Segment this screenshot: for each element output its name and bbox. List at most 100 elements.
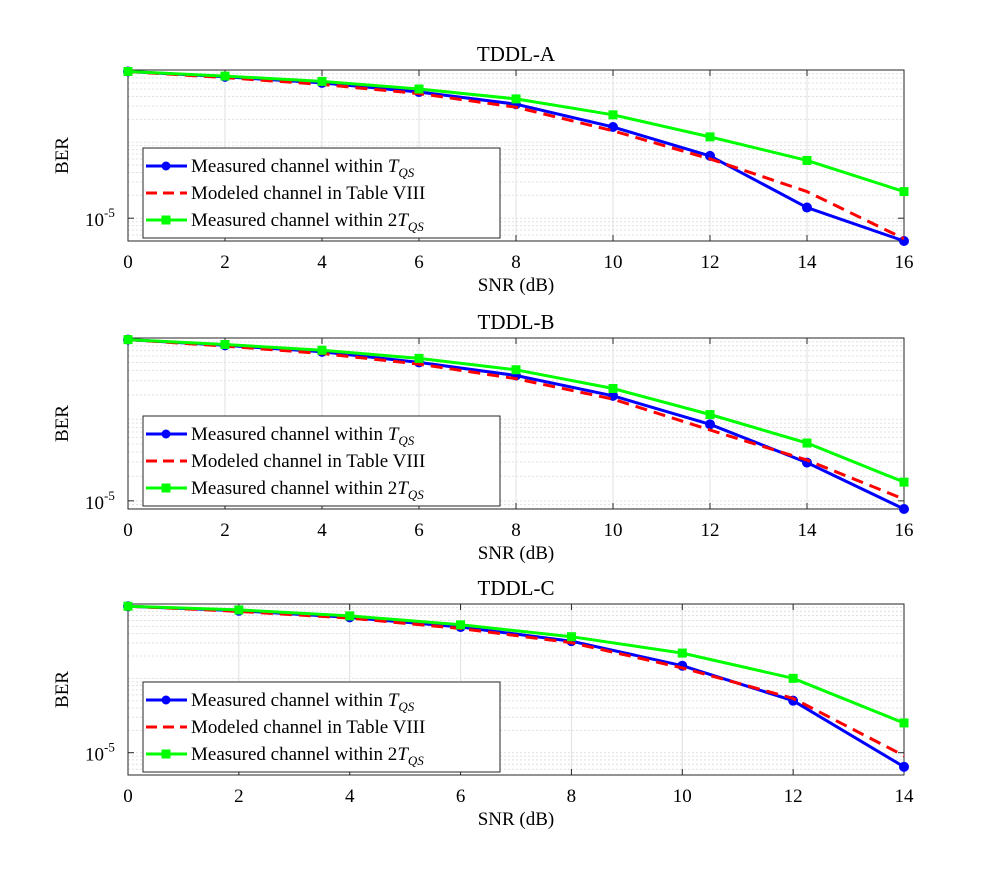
axes-box — [127, 603, 905, 776]
legend-label-text: Measured channel within — [191, 156, 388, 177]
legend-label-text: Measured channel within — [191, 424, 388, 445]
x-axis-label: SNR (dB) — [478, 275, 555, 296]
y-tick-label: 10 — [85, 210, 104, 231]
y-tick-exponent: -5 — [104, 488, 115, 503]
series-point-circle — [899, 761, 909, 772]
legend-label-symbol: T — [388, 424, 400, 445]
series-point-square — [317, 345, 327, 355]
series-point-square — [345, 611, 355, 621]
series-point-square — [788, 673, 798, 683]
x-tick-label: 14 — [895, 786, 915, 807]
legend-label-1: Modeled channel in Table VIII — [191, 717, 425, 738]
legend-label-2: Measured channel within 2TQS — [191, 210, 424, 234]
x-tick-label: 16 — [895, 252, 914, 273]
series-point-square — [511, 365, 521, 375]
series-line-1 — [127, 604, 905, 758]
legend-marker-circle — [161, 161, 171, 171]
x-tick-label: 12 — [701, 252, 720, 273]
series-point-square — [220, 71, 230, 81]
series-point-square — [802, 438, 812, 448]
series-point-square — [511, 94, 521, 104]
series-point-circle — [705, 419, 715, 430]
x-tick-label: 6 — [456, 786, 466, 807]
series-point-square — [802, 155, 812, 165]
series-point-square — [899, 477, 909, 487]
x-tick-label: 6 — [414, 252, 424, 273]
chart-title: TDDL-A — [477, 42, 556, 66]
series-point-square — [899, 718, 909, 728]
series-point-square — [220, 340, 230, 350]
series-line-1 — [127, 70, 905, 241]
legend-label-text: Measured channel within — [191, 690, 388, 711]
legend-label-symbol: T — [388, 690, 400, 711]
x-axis-label: SNR (dB) — [478, 809, 555, 830]
y-tick-exponent: -5 — [104, 205, 115, 220]
y-tick-label: 10 — [85, 493, 104, 514]
x-tick-label: 8 — [511, 520, 521, 541]
legend-label-text: Measured channel within 2 — [191, 210, 397, 231]
legend-label-0: Measured channel within TQS — [191, 156, 415, 180]
legend-label-2: Measured channel within 2TQS — [191, 478, 424, 502]
series-point-square — [608, 110, 618, 120]
series-point-square — [677, 648, 687, 658]
legend-box — [142, 147, 501, 239]
legend-label-0: Measured channel within TQS — [191, 424, 415, 448]
x-tick-label: 8 — [567, 786, 577, 807]
x-tick-label: 0 — [123, 786, 133, 807]
legend-label-text: Modeled channel in Table VIII — [191, 717, 425, 738]
x-tick-label: 12 — [701, 520, 720, 541]
series-point-square — [705, 132, 715, 142]
legend-label-text: Measured channel within 2 — [191, 744, 397, 765]
x-tick-label: 4 — [317, 252, 327, 273]
x-tick-label: 6 — [414, 520, 424, 541]
x-tick-label: 10 — [604, 520, 623, 541]
x-tick-label: 4 — [345, 786, 355, 807]
series-point-square — [456, 620, 466, 630]
x-tick-label: 14 — [798, 520, 818, 541]
legend-label-text: Modeled channel in Table VIII — [191, 451, 425, 472]
series-point-square — [414, 84, 424, 94]
series-point-square — [234, 605, 244, 615]
legend-marker-circle — [161, 695, 171, 705]
x-tick-label: 0 — [123, 520, 133, 541]
series-point-circle — [802, 202, 812, 213]
series-line-1 — [127, 338, 905, 501]
series-point-square — [317, 76, 327, 86]
legend-label-1: Modeled channel in Table VIII — [191, 183, 425, 204]
series-point-square — [123, 67, 133, 77]
legend-marker-square — [161, 215, 171, 225]
x-tick-label: 2 — [220, 520, 230, 541]
legend-label-symbol: T — [397, 478, 409, 499]
x-tick-label: 14 — [798, 252, 818, 273]
legend-label-subscript: QS — [398, 699, 414, 714]
legend-label-0: Measured channel within TQS — [191, 690, 415, 714]
legend-label-2: Measured channel within 2TQS — [191, 744, 424, 768]
x-tick-label: 0 — [123, 252, 133, 273]
y-tick-label: 10 — [85, 745, 104, 766]
legend-label-subscript: QS — [398, 433, 414, 448]
chart-title: TDDL-B — [478, 310, 555, 334]
series-point-circle — [899, 504, 909, 514]
legend-label-symbol: T — [397, 744, 409, 765]
legend-marker-circle — [161, 429, 171, 439]
series-point-square — [123, 601, 133, 611]
legend-label-text: Measured channel within 2 — [191, 478, 397, 499]
series-line-2 — [127, 604, 905, 725]
legend-marker-square — [161, 483, 171, 493]
legend-label-text: Modeled channel in Table VIII — [191, 183, 425, 204]
series-point-square — [608, 383, 618, 393]
x-tick-label: 10 — [604, 252, 623, 273]
x-tick-label: 12 — [784, 786, 803, 807]
series-point-square — [566, 632, 576, 642]
legend-label-1: Modeled channel in Table VIII — [191, 451, 425, 472]
series-point-square — [123, 335, 133, 345]
legend-label-subscript: QS — [408, 219, 424, 234]
legend-label-subscript: QS — [408, 487, 424, 502]
chart-title: TDDL-C — [478, 576, 555, 600]
legend-label-symbol: T — [397, 210, 409, 231]
